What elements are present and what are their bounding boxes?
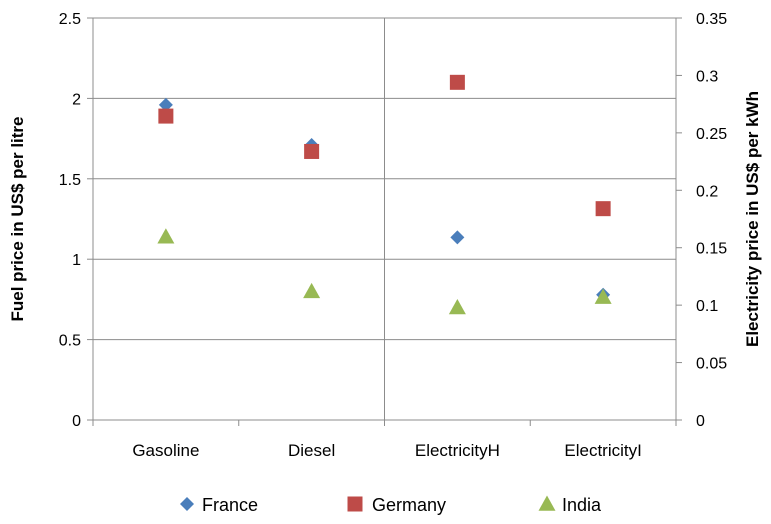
point-france-gasoline: [158, 97, 173, 112]
y-left-axis-title: Fuel price in US$ per litre: [8, 116, 27, 321]
y-left-tick-label: 2: [72, 91, 81, 108]
y-right-tick-label: 0.2: [696, 183, 718, 200]
point-germany-electricityi: [595, 201, 611, 217]
grid-layer: [93, 17, 676, 421]
point-france-electricityh: [450, 230, 465, 245]
x-tick-label: Diesel: [288, 441, 335, 460]
y-right-tick-label: 0: [696, 413, 705, 430]
axes-layer: Gasoline Diesel ElectricityH ElectricityI 0 0…: [8, 11, 762, 460]
y-right-tick-label: 0.35: [696, 11, 727, 28]
x-tick-label: ElectricityI: [564, 441, 641, 460]
legend-label-france: France: [202, 495, 258, 515]
x-tick-label: ElectricityH: [415, 441, 500, 460]
y-right-tick-label: 0.25: [696, 126, 727, 143]
y-right-tick-label: 0.15: [696, 241, 727, 258]
point-india-electricityh: [448, 298, 466, 315]
legend-marker-germany: [347, 496, 363, 512]
y-right-axis-title: Electricity price in US$ per kWh: [743, 91, 762, 347]
legend-label-germany: Germany: [372, 495, 446, 515]
y-left-tick-label: 2.5: [59, 11, 81, 28]
legend-marker-france: [180, 497, 194, 511]
legend-label-india: India: [562, 495, 602, 515]
y-left-tick-label: 0: [72, 413, 81, 430]
y-left-tick-label: 0.5: [59, 333, 81, 350]
y-right-tick-label: 0.3: [696, 68, 718, 85]
y-right-tick-label: 0.05: [696, 356, 727, 373]
legend-marker-india: [538, 495, 556, 511]
marks-layer: [157, 74, 612, 315]
point-germany-electricityh: [449, 74, 465, 90]
y-right-tick-label: 0.1: [696, 298, 718, 315]
point-germany-gasoline: [158, 108, 174, 124]
y-left-tick-label: 1.5: [59, 172, 81, 189]
point-india-gasoline: [157, 228, 175, 244]
y-left-tick-label: 1: [72, 252, 81, 269]
legend: France Germany India: [180, 495, 602, 515]
point-india-electricityi: [594, 288, 612, 304]
point-india-diesel: [303, 282, 321, 299]
point-germany-diesel: [304, 143, 320, 159]
x-tick-label: Gasoline: [132, 441, 199, 460]
